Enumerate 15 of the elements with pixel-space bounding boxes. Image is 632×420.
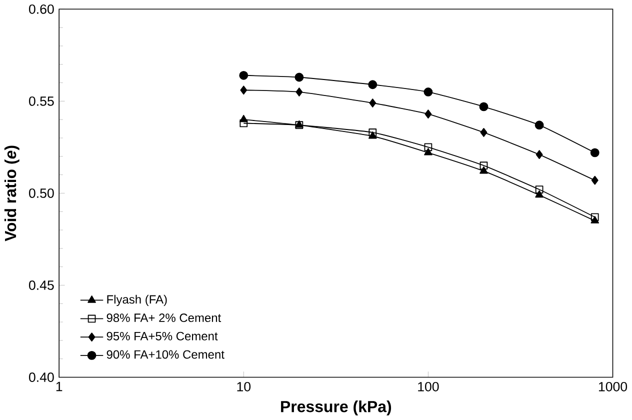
y-axis-title: Void ratio (e) [4,146,20,242]
x-tick-label: 1000 [598,382,628,392]
y-tick-label: 0.45 [28,280,54,290]
legend-label: 98% FA+ 2% Cement [106,314,222,322]
x-tick-label: 1 [56,382,62,392]
y-tick-label: 0.50 [28,188,54,198]
x-axis-title: Pressure (kPa) [281,400,392,416]
legend-label: 95% FA+5% Cement [106,332,218,340]
y-tick-label: 0.40 [28,372,54,382]
x-tick-label: 100 [418,382,439,392]
y-tick-label: 0.55 [28,96,54,106]
y-tick-label: 0.60 [28,4,54,14]
legend-label: Flyash (FA) [107,294,167,306]
legend-label: 90% FA+10% Cement [106,350,224,359]
x-tick-label: 10 [237,382,251,392]
